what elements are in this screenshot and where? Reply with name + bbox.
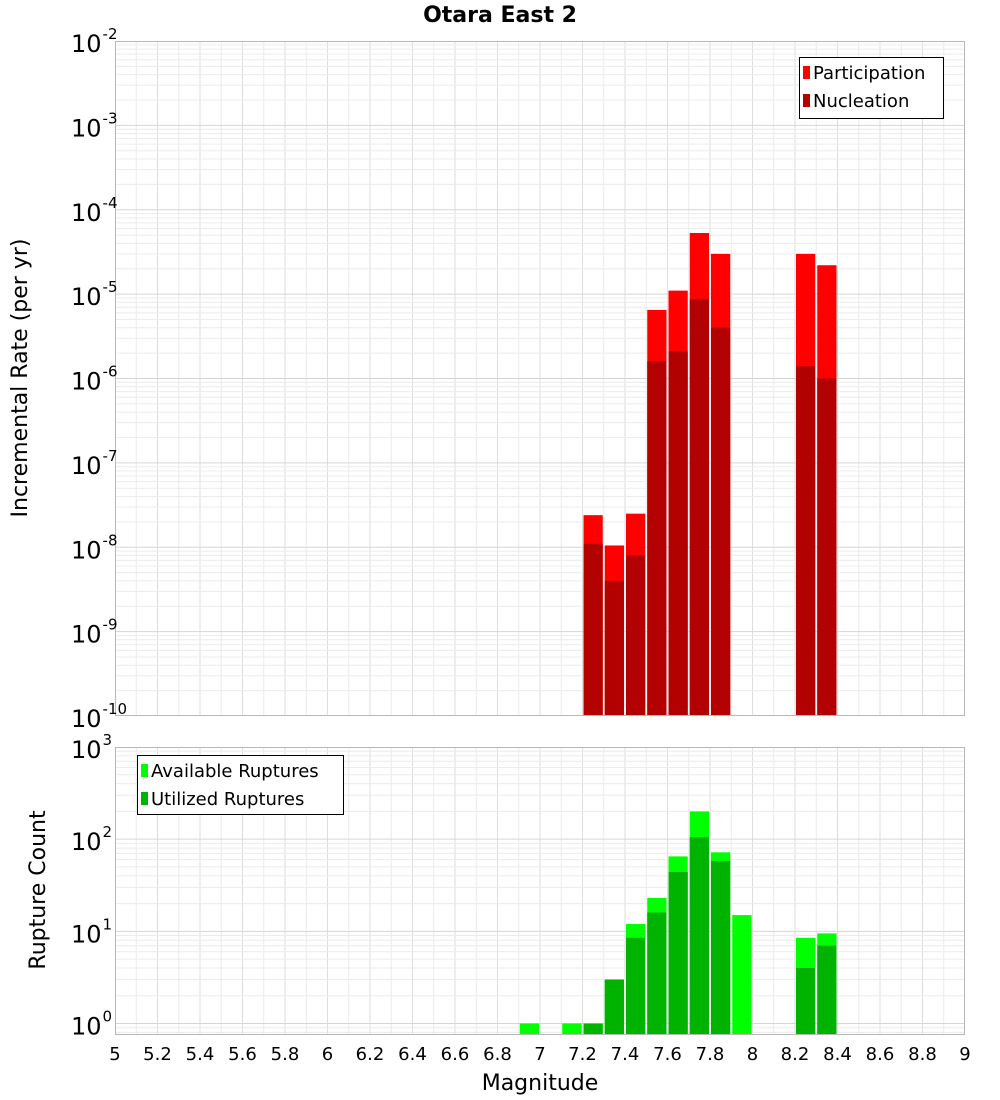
x-tick-label: 7.4 [611,1044,640,1065]
rate-legend-label: Nucleation [813,91,909,112]
count-legend-swatch [141,764,148,777]
count-legend-label: Utilized Ruptures [151,789,304,810]
rate-bar-nucleation [626,555,646,716]
x-tick-label: 7.6 [653,1044,682,1065]
rate-y-tick-label: 10-2 [71,25,118,58]
count-plot-border [115,747,965,1035]
count-bar-available-ruptures [562,1023,582,1035]
count-bar-utilized-ruptures [668,872,688,1035]
rate-legend: Participation Nucleation [799,57,944,119]
count-legend-swatch [141,792,148,805]
count-bar-utilized-ruptures [647,912,667,1035]
rate-bar-nucleation [604,580,624,716]
x-tick-label: 5.8 [271,1044,300,1065]
count-y-ticks: 100 101 102 103 [71,731,112,1041]
count-bar-utilized-ruptures [796,968,816,1035]
x-tick-label: 8.8 [908,1044,937,1065]
rate-legend-label: Participation [813,63,925,84]
rate-legend-swatch [803,94,810,107]
x-tick-label: 5.2 [143,1044,172,1065]
rate-bar-nucleation [647,361,667,716]
x-tick-label: 6 [322,1044,333,1065]
rate-y-tick-label: 10-8 [71,531,118,564]
rate-plot-border [115,41,965,716]
rate-y-tick-label: 10-6 [71,363,118,396]
x-tick-label: 5.4 [186,1044,215,1065]
x-tick-label: 8.6 [866,1044,895,1065]
x-tick-label: 6.8 [483,1044,512,1065]
count-legend-box [137,755,344,815]
rate-y-tick-label: 10-9 [71,616,118,649]
count-bar-utilized-ruptures [711,860,731,1035]
rate-y-tick-label: 10-3 [71,109,118,142]
x-tick-label: 5 [109,1044,120,1065]
count-bar-available-ruptures [519,1023,539,1035]
count-bar-utilized-ruptures [689,837,709,1035]
rate-y-tick-label: 10-10 [71,700,127,733]
rate-y-tick-label: 10-4 [71,194,118,227]
rate-bar-nucleation [668,351,688,716]
count-legend-label: Available Ruptures [151,761,319,782]
count-bar-utilized-ruptures [817,945,837,1035]
rate-y-tick-label: 10-5 [71,278,118,311]
count-legend: Available Ruptures Utilized Ruptures [137,755,344,815]
rupture-count-plot: 100 101 102 103 5 5.2 5.4 5.6 5.8 6 6.2 6.4 6.6 6.8 7 7… [71,731,971,1065]
count-y-axis-label: Rupture Count [26,810,51,970]
x-tick-label: 6.6 [441,1044,470,1065]
rate-bar-nucleation [689,299,709,716]
rate-plot: 10-10 10-9 10-8 10-7 10-6 10-5 10-4 10-3 10-2 Par… [71,25,965,733]
count-y-tick-label: 100 [71,1008,112,1041]
count-y-tick-label: 102 [71,823,112,856]
rate-y-axis-label: Incremental Rate (per yr) [8,239,33,518]
rate-bar-nucleation [583,543,603,716]
count-y-tick-label: 103 [71,731,112,764]
x-tick-label: 8.4 [823,1044,852,1065]
x-ticks: 5 5.2 5.4 5.6 5.8 6 6.2 6.4 6.6 6.8 7 7.2 7.4 7.6 7.8 8… [109,1044,970,1065]
count-bar-utilized-ruptures [583,1023,603,1035]
rate-legend-box [799,57,944,119]
x-tick-label: 8 [747,1044,758,1065]
rate-y-tick-label: 10-7 [71,447,118,480]
rate-legend-swatch [803,66,810,79]
count-y-tick-label: 101 [71,915,112,948]
rate-grid [115,41,965,716]
x-tick-label: 7.8 [696,1044,725,1065]
count-bar-utilized-ruptures [626,937,646,1035]
chart-title: Otara East 2 [423,3,577,28]
count-bar-utilized-ruptures [604,979,624,1035]
x-tick-label: 6.2 [356,1044,385,1065]
x-axis-label: Magnitude [482,1071,599,1096]
rate-bars [583,233,837,716]
x-tick-label: 9 [959,1044,970,1065]
x-tick-label: 8.2 [781,1044,810,1065]
x-tick-label: 7.2 [568,1044,597,1065]
x-tick-label: 7 [534,1044,545,1065]
rate-bar-nucleation [711,327,731,716]
count-bar-available-ruptures [732,915,752,1035]
rate-bar-nucleation [817,378,837,716]
x-tick-label: 5.6 [228,1044,257,1065]
x-tick-label: 6.4 [398,1044,427,1065]
rate-bar-nucleation [796,366,816,716]
count-bars [519,811,837,1035]
